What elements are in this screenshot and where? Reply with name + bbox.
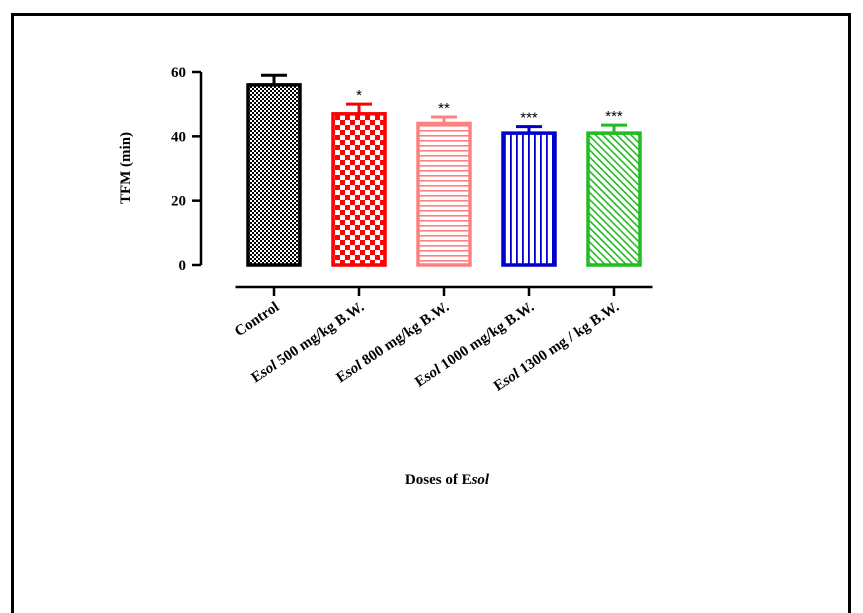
x-axis-title: Doses of Esol: [405, 472, 490, 488]
bar-esol-500: [331, 112, 387, 267]
significance-label: *: [356, 87, 362, 104]
x-axis: [235, 285, 653, 296]
y-tick-label: 40: [171, 129, 186, 145]
bar-esol-1300: [586, 131, 642, 267]
y-tick-label: 20: [171, 194, 186, 210]
y-tick-label: 60: [171, 65, 186, 81]
y-axis: 0 20 40 60: [171, 65, 203, 274]
bar-esol-1000: [501, 131, 557, 267]
label-part: Doses of E: [405, 472, 472, 488]
y-tick-label: 0: [179, 258, 187, 274]
significance-label: ***: [605, 108, 623, 125]
bar-control: [246, 83, 302, 267]
significance-label: ***: [520, 110, 538, 127]
y-axis-title: TFM (min): [118, 132, 134, 204]
label-part: sol: [471, 472, 490, 488]
category-label-control: Control: [232, 299, 282, 340]
bars: ****** ***: [246, 73, 642, 267]
bar-esol-800: [416, 121, 472, 267]
significance-label: **: [438, 100, 450, 117]
label-part: Control: [232, 299, 282, 340]
figure-frame: [11, 13, 851, 613]
